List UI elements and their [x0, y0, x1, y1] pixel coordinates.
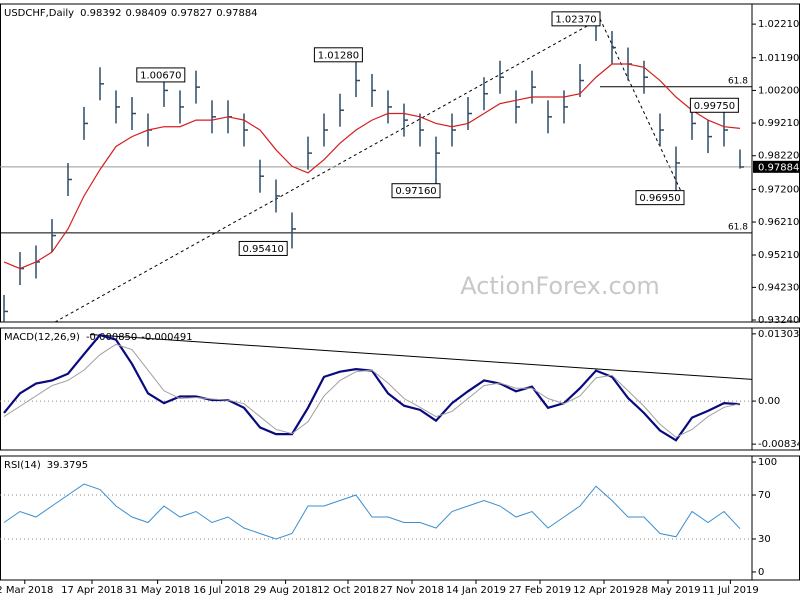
y-tick-label: 100: [758, 457, 777, 468]
level-label: 61.8: [728, 222, 748, 232]
x-tick-label: 14 Jan 2019: [446, 585, 506, 596]
last-price-label: 0.97884: [758, 162, 799, 173]
trendline: [599, 18, 685, 198]
annotation-label: 0.95410: [243, 244, 284, 255]
sma-line: [3, 63, 741, 270]
x-tick-label: 12 Oct 2018: [317, 585, 379, 596]
y-tick-label: 1.00200: [758, 85, 799, 96]
annotation-label: 1.02370: [555, 14, 596, 25]
annotation-label: 1.00670: [140, 70, 181, 81]
annotation-box: [635, 190, 685, 206]
annotation-label: 1.01280: [318, 50, 359, 61]
annotation-box: [136, 67, 186, 83]
x-tick-label: 28 May 2019: [635, 585, 700, 596]
indicator-line: [3, 343, 741, 438]
annotation-box: [313, 47, 363, 63]
trendline: [54, 18, 601, 323]
annotation-box: [238, 240, 288, 256]
x-tick-label: 17 Apr 2018: [61, 585, 123, 596]
header-value: 39.3795: [47, 460, 88, 471]
header-value: 0.98392: [80, 8, 121, 19]
y-tick-label: -0.00834: [758, 439, 800, 450]
x-tick-label: 27 Feb 2019: [509, 585, 571, 596]
last-price-box: [753, 160, 799, 173]
panel-title: USDCHF,Daily: [4, 8, 74, 19]
x-tick-label: 31 May 2018: [125, 585, 190, 596]
y-tick-label: 0.97200: [758, 184, 799, 195]
y-tick-label: 0.93240: [758, 315, 799, 326]
y-tick-label: 0: [758, 567, 764, 578]
panel-title: MACD(12,26,9): [4, 332, 80, 343]
header-value: 0.97827: [171, 8, 212, 19]
y-tick-label: 0.96210: [758, 217, 799, 228]
x-tick-label: 12 Apr 2019: [573, 585, 635, 596]
y-tick-label: 30: [758, 534, 771, 545]
x-tick-label: 11 Jul 2019: [702, 585, 759, 596]
level-label: 61.8: [728, 76, 748, 86]
indicator-line: [3, 483, 741, 540]
annotation-box: [391, 183, 441, 199]
x-tick-label: 27 Nov 2018: [380, 585, 444, 596]
y-tick-label: 70: [758, 490, 771, 501]
panel-title: RSI(14): [4, 460, 41, 471]
annotation-label: 0.96950: [639, 193, 680, 204]
annotation-box: [689, 97, 739, 113]
x-tick-label: 2 Mar 2018: [0, 585, 53, 596]
y-tick-label: 0.99210: [758, 118, 799, 129]
y-tick-label: 1.02210: [758, 19, 799, 30]
annotation-box: [551, 11, 601, 27]
y-tick-label: 0.94230: [758, 282, 799, 293]
y-tick-label: 0.00: [758, 396, 780, 407]
trendline: [89, 334, 753, 380]
y-tick-label: 0.98220: [758, 151, 799, 162]
annotation-label: 0.99750: [694, 101, 735, 112]
y-tick-label: 0.013034: [758, 329, 800, 340]
y-tick-label: 0.95210: [758, 250, 799, 261]
header-value: -0.000491: [141, 332, 192, 343]
x-tick-label: 29 Aug 2018: [254, 585, 318, 596]
watermark: ActionForex.com: [460, 272, 660, 300]
header-value: 0.98409: [125, 8, 166, 19]
annotation-label: 0.97160: [395, 186, 436, 197]
x-tick-label: 16 Jul 2018: [193, 585, 250, 596]
y-tick-label: 1.01190: [758, 53, 799, 64]
header-value: 0.97884: [216, 8, 257, 19]
